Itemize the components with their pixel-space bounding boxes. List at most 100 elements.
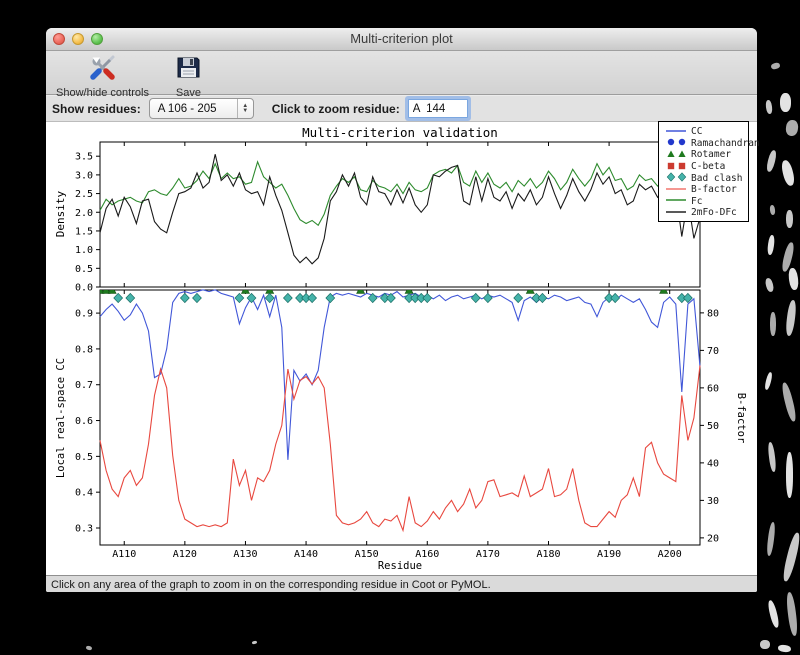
zoom-button[interactable] <box>91 33 103 45</box>
density-tick-label: 3.5 <box>75 152 93 163</box>
legend-squares-icon <box>667 162 686 169</box>
cc-axis-label: Local real-space CC <box>55 358 67 478</box>
plot-canvas[interactable] <box>46 122 757 575</box>
bad-clash-marker-icon <box>282 292 293 304</box>
bfactor-tick-label: 50 <box>707 421 719 432</box>
stepper-arrows-icon: ▲ ▼ <box>236 99 253 118</box>
show-residues-label: Show residues: <box>52 101 141 116</box>
close-button[interactable] <box>53 33 65 45</box>
residue-range-dropdown[interactable]: A 106 - 205 ▲ ▼ <box>148 98 254 119</box>
save-floppy-icon <box>175 54 202 86</box>
bfactor-axis-label: B-factor <box>735 393 747 444</box>
axes-frame-1[interactable] <box>99 289 701 546</box>
legend-label: 2mFo-DFc <box>691 207 737 219</box>
bad-clash-marker-icon <box>234 292 245 304</box>
bfactor-tick-label: 20 <box>707 533 719 544</box>
legend-entry-c-beta: C-beta <box>664 161 748 173</box>
cc-tick-label: 0.7 <box>75 380 93 391</box>
fc-line <box>99 160 701 227</box>
residue-tick-label: A160 <box>415 549 439 560</box>
residue-tick-label: A150 <box>355 549 379 560</box>
legend-label: Bad clash <box>691 172 743 184</box>
scan-speck <box>770 312 776 336</box>
legend-sample <box>664 192 691 210</box>
scan-speck <box>760 640 770 649</box>
legend-line-icon <box>666 199 686 202</box>
bfactor-tick-label: 30 <box>707 496 719 507</box>
legend-entry-ramachandran: Ramachandran <box>664 138 760 150</box>
rotamer-marker-icon <box>356 290 366 294</box>
bad-clash-marker-icon <box>367 292 378 304</box>
legend-label: CC <box>691 126 703 138</box>
cc-tick-label: 0.6 <box>75 416 93 427</box>
bad-clash-marker-icon <box>386 292 396 304</box>
legend-label: Ramachandran <box>691 137 760 149</box>
cc-tick-label: 0.3 <box>75 523 93 534</box>
cc-tick-label: 0.5 <box>75 452 93 463</box>
rotamer-marker-icon <box>107 290 117 294</box>
density-axis-label: Density <box>54 190 67 237</box>
zoom-residue-input[interactable] <box>407 99 468 118</box>
status-bar: Click on any area of the graph to zoom i… <box>46 575 757 592</box>
legend-label: C-beta <box>691 161 726 173</box>
residue-tick-label: A130 <box>233 549 257 560</box>
density-tick-label: 0.5 <box>75 264 93 275</box>
cc-line <box>99 289 701 460</box>
minimize-button[interactable] <box>72 33 84 45</box>
legend-sample <box>664 169 691 187</box>
bad-clash-marker-icon <box>192 292 202 304</box>
axes-frame-0[interactable] <box>99 141 701 288</box>
residue-tick-label: A120 <box>173 549 197 560</box>
bad-clash-marker-icon <box>422 292 433 304</box>
legend-label: Fc <box>691 195 703 207</box>
save-button[interactable]: Save <box>175 54 202 99</box>
cc-tick-label: 0.4 <box>75 488 93 499</box>
bad-clash-marker-icon <box>470 292 481 304</box>
legend-circles-icon <box>667 139 686 146</box>
figure-title: Multi-criterion validation <box>302 125 498 140</box>
cc-tick-label: 0.9 <box>75 309 93 320</box>
legend-entry-b-factor: B-factor <box>664 184 748 196</box>
bad-clash-marker-icon <box>246 292 257 304</box>
rotamer-marker-icon <box>101 290 111 294</box>
zoom-residue-label: Click to zoom residue: <box>271 101 400 116</box>
rotamer-marker-icon <box>240 290 250 294</box>
density-tick-label: 0.0 <box>75 283 93 294</box>
bad-clash-marker-icon <box>125 292 136 304</box>
bfactor-line <box>99 365 701 533</box>
density-tick-label: 1.5 <box>75 226 93 237</box>
bad-clash-marker-icon <box>610 292 621 304</box>
legend-entry-2mfo-dfc: 2mFo-DFc <box>664 207 748 219</box>
residue-tick-label: A170 <box>476 549 500 560</box>
legend-sample <box>664 181 691 199</box>
residue-axis-label: Residue <box>378 560 422 572</box>
bfactor-tick-label: 80 <box>707 308 719 319</box>
residue-tick-label: A190 <box>597 549 621 560</box>
bfactor-tick-label: 40 <box>707 458 719 469</box>
toolbar: Show/hide controls Save <box>46 51 757 99</box>
residue-tick-label: A140 <box>294 549 318 560</box>
scan-speck <box>786 210 793 228</box>
legend-diamonds-icon <box>666 172 687 182</box>
window-title: Multi-criterion plot <box>350 31 453 46</box>
bad-clash-marker-icon <box>179 292 190 304</box>
bfactor-tick-label: 60 <box>707 383 719 394</box>
outlier-markers <box>100 290 693 304</box>
residue-tick-label: A200 <box>658 549 682 560</box>
legend-sample <box>664 134 691 152</box>
residue-tick-label: A180 <box>536 549 560 560</box>
bad-clash-marker-icon <box>307 292 318 304</box>
legend-sample <box>664 123 691 141</box>
legend-entry-cc: CC <box>664 126 748 138</box>
legend-label: B-factor <box>691 184 737 196</box>
legend-label: Rotamer <box>691 149 732 161</box>
window-controls <box>53 33 103 45</box>
tools-icon <box>89 54 116 86</box>
2mfo-dfc-line <box>99 154 701 265</box>
titlebar[interactable]: Multi-criterion plot <box>46 28 757 51</box>
rotamer-marker-icon <box>659 290 669 294</box>
scan-speck <box>786 452 793 498</box>
residue-tick-label: A110 <box>112 549 136 560</box>
legend-triangles-icon <box>667 150 686 157</box>
